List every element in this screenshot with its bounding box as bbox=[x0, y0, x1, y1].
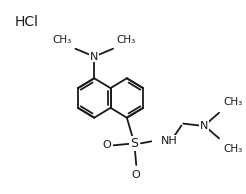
Text: CH₃: CH₃ bbox=[224, 144, 243, 154]
Text: NH: NH bbox=[161, 136, 177, 146]
Text: CH₃: CH₃ bbox=[117, 35, 136, 45]
Text: CH₃: CH₃ bbox=[52, 35, 72, 45]
Text: HCl: HCl bbox=[15, 15, 39, 29]
Text: S: S bbox=[130, 137, 138, 150]
Text: CH₃: CH₃ bbox=[224, 97, 243, 107]
Text: O: O bbox=[102, 140, 111, 150]
Text: N: N bbox=[200, 121, 208, 131]
Text: O: O bbox=[132, 170, 141, 180]
Text: N: N bbox=[90, 52, 98, 61]
